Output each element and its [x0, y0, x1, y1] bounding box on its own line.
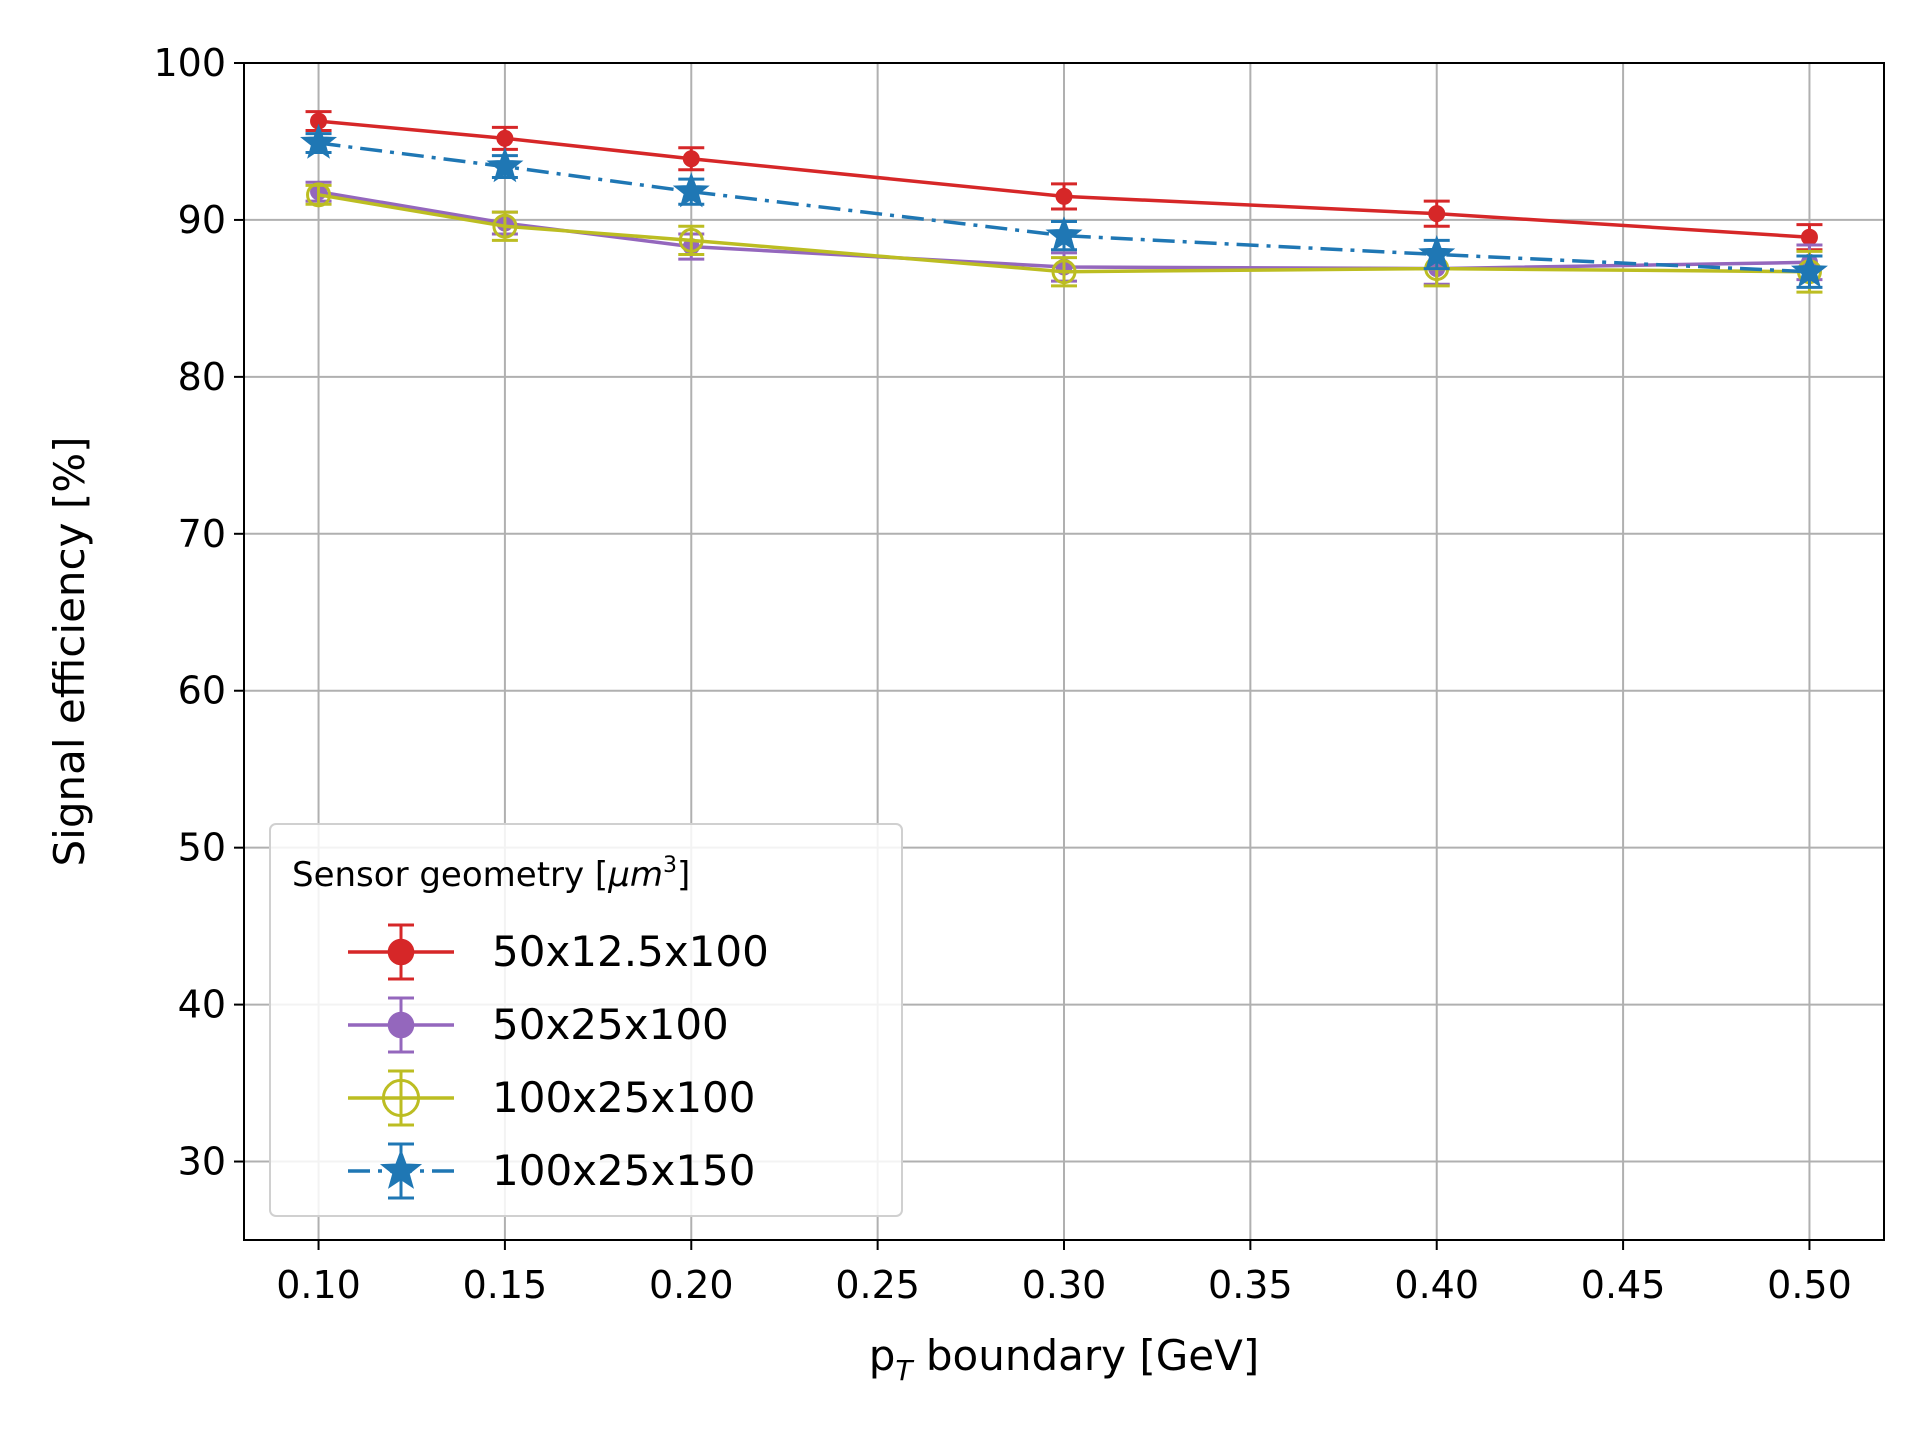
- legend-label: 100x25x150: [492, 1146, 755, 1195]
- legend-title-mu: μ: [607, 855, 630, 895]
- legend-title-superscript: 3: [663, 853, 677, 878]
- data-point-marker: [678, 227, 704, 253]
- y-tick-label: 80: [178, 355, 226, 399]
- legend-title-m: m: [630, 855, 663, 895]
- x-axis-title: pT boundary [GeV]: [869, 1331, 1260, 1387]
- data-point-marker: [1051, 259, 1077, 285]
- y-tick-label: 50: [178, 826, 226, 870]
- legend-title: Sensor geometry [μm3]: [292, 853, 690, 895]
- data-point-marker: [492, 213, 518, 239]
- data-point-marker: [387, 938, 415, 966]
- x-axis-title-subscript: T: [895, 1354, 914, 1387]
- legend-entry: 100x25x150: [348, 1142, 755, 1200]
- x-axis-title-rest: boundary [GeV]: [913, 1331, 1260, 1380]
- legend-label: 50x12.5x100: [492, 927, 769, 976]
- legend-entries: 50x12.5x100 50x25x100 100x25x100 100x25x150: [348, 923, 769, 1200]
- x-tick-label: 0.45: [1581, 1263, 1666, 1307]
- legend-label: 100x25x100: [492, 1073, 755, 1122]
- data-point-marker: [1790, 252, 1828, 288]
- data-point-marker: [1428, 205, 1446, 223]
- x-tick-label: 0.25: [835, 1263, 920, 1307]
- axis-ticks: 0.10 0.15 0.20 0.25 0.30 0.35 0.40 0.45 0.50 30 40…: [153, 41, 1851, 1307]
- x-tick-label: 0.10: [276, 1263, 361, 1307]
- data-point-marker: [306, 182, 332, 208]
- x-tick-label: 0.40: [1394, 1263, 1479, 1307]
- data-point-marker: [682, 150, 700, 168]
- x-tick-label: 0.20: [649, 1263, 734, 1307]
- data-point-marker: [1418, 235, 1456, 271]
- y-tick-label: 90: [178, 198, 226, 242]
- series-line: [318, 193, 1810, 274]
- data-point-marker: [381, 1078, 421, 1118]
- x-tick-label: 0.35: [1208, 1263, 1293, 1307]
- legend-title-suffix: ]: [677, 855, 690, 895]
- legend-entry: 100x25x100: [348, 1069, 755, 1127]
- y-tick-label: 30: [178, 1140, 226, 1184]
- data-point-marker: [1045, 216, 1083, 252]
- x-axis-title-main: p: [869, 1331, 896, 1380]
- data-point-marker: [387, 1011, 415, 1039]
- y-tick-label: 100: [153, 41, 226, 85]
- x-tick-label: 0.15: [463, 1263, 548, 1307]
- series-layer: [300, 110, 1828, 294]
- legend-title-prefix: Sensor geometry [: [292, 855, 608, 895]
- x-tick-label: 0.30: [1022, 1263, 1107, 1307]
- data-point-marker: [486, 147, 524, 183]
- legend: Sensor geometry [μm3] 50x12.5x100 50x25x1…: [269, 823, 903, 1217]
- y-tick-label: 60: [178, 669, 226, 713]
- data-point-marker: [672, 172, 710, 208]
- legend-entry: 50x25x100: [348, 996, 729, 1054]
- y-tick-label: 40: [178, 983, 226, 1027]
- legend-entry: 50x12.5x100: [348, 923, 769, 981]
- data-point-marker: [1800, 228, 1818, 246]
- data-point-marker: [300, 123, 338, 159]
- y-axis-title: Signal efficiency [%]: [45, 436, 94, 866]
- data-point-marker: [379, 1148, 423, 1189]
- y-tick-label: 70: [178, 512, 226, 556]
- legend-box: [269, 823, 903, 1217]
- series-line: [318, 141, 1810, 274]
- x-tick-label: 0.50: [1767, 1263, 1852, 1307]
- data-point-marker: [1055, 187, 1073, 205]
- data-point-marker: [496, 129, 514, 147]
- series-100x25x150: [300, 123, 1828, 289]
- legend-label: 50x25x100: [492, 1000, 729, 1049]
- series-line: [318, 119, 1810, 239]
